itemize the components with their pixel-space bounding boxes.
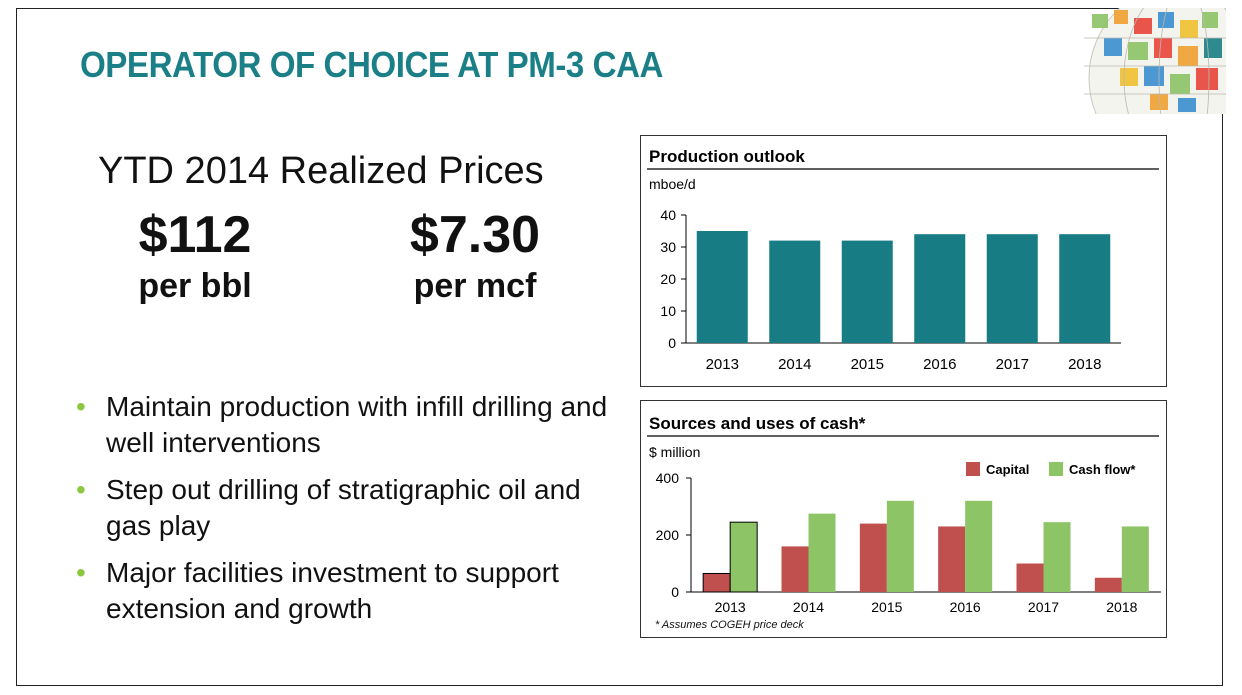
chart-title: Sources and uses of cash* [649, 414, 866, 433]
y-axis-label: $ million [649, 444, 700, 460]
y-tick-label: 0 [668, 335, 676, 351]
bullet-item: • Major facilities investment to support … [76, 555, 616, 627]
bullet-text: Step out drilling of stratigraphic oil a… [106, 474, 581, 541]
production-bar [986, 234, 1038, 343]
bullet-dot-icon: • [76, 474, 86, 505]
legend-cash-flow-swatch [1049, 462, 1063, 476]
cash-flow-bar [1121, 526, 1149, 592]
capital-bar [938, 526, 966, 592]
capital-bar [702, 572, 731, 593]
legend-label: Cash flow* [1069, 462, 1136, 477]
y-tick-label: 200 [656, 527, 680, 543]
bullet-list: • Maintain production with infill drillin… [76, 389, 616, 638]
x-tick-label: 2018 [1106, 599, 1137, 615]
cash-flow-bar [886, 500, 914, 592]
y-tick-label: 40 [660, 207, 676, 223]
y-tick-label: 10 [660, 303, 676, 319]
production-outlook-chart: Production outlook mboe/d 0 10 20 30 40 2013 201… [640, 135, 1167, 387]
production-bar [1059, 234, 1111, 343]
x-tick-label: 2013 [715, 599, 746, 615]
page-title: OPERATOR OF CHOICE AT PM-3 CAA [80, 44, 663, 85]
gas-price-block: $7.30 per mcf [385, 205, 565, 307]
x-tick-label: 2013 [706, 356, 739, 373]
bullet-dot-icon: • [76, 391, 86, 422]
gas-price-unit: per mcf [413, 267, 537, 305]
x-tick-label: 2014 [793, 599, 824, 615]
production-bar [841, 240, 893, 343]
bullet-text: Maintain production with infill drilling… [106, 391, 608, 458]
x-tick-label: 2016 [950, 599, 981, 615]
y-tick-label: 0 [671, 584, 679, 600]
oil-price-unit: per bbl [138, 267, 252, 305]
capital-bar [1094, 577, 1122, 592]
capital-bar [781, 546, 809, 592]
oil-price-value: $112 [138, 206, 252, 264]
chart-title: Production outlook [649, 147, 805, 166]
cash-chart-svg: Sources and uses of cash* $ million 0 200 40… [647, 414, 1161, 615]
chart-footnote: * Assumes COGEH price deck [655, 619, 804, 631]
cash-flow-bar [965, 500, 993, 592]
sources-uses-cash-chart: Sources and uses of cash* $ million 0 200 40… [640, 400, 1167, 638]
x-tick-label: 2014 [778, 356, 811, 373]
production-bar [769, 240, 821, 343]
legend-capital-swatch [966, 462, 980, 476]
cash-flow-bar [1043, 522, 1071, 592]
x-tick-label: 2017 [1028, 599, 1059, 615]
capital-bar [859, 523, 887, 592]
cash-flow-bar [729, 521, 758, 593]
bullet-dot-icon: • [76, 557, 86, 588]
cash-flow-bar [808, 513, 836, 592]
bullet-text: Major facilities investment to support e… [106, 557, 559, 624]
legend-label: Capital [986, 462, 1029, 477]
x-tick-label: 2015 [871, 599, 902, 615]
x-tick-label: 2015 [851, 356, 884, 373]
y-tick-label: 400 [656, 470, 680, 486]
y-tick-label: 20 [660, 271, 676, 287]
y-axis-label: mboe/d [649, 176, 696, 192]
production-bar [696, 231, 748, 343]
production-chart-svg: Production outlook mboe/d 0 10 20 30 40 2013 201… [647, 147, 1159, 373]
x-tick-label: 2018 [1068, 356, 1101, 373]
prices-heading: YTD 2014 Realized Prices [98, 150, 544, 192]
capital-bar [1016, 563, 1044, 592]
production-bar [914, 234, 966, 343]
x-tick-label: 2017 [996, 356, 1029, 373]
oil-price-block: $112 per bbl [110, 205, 280, 307]
globe-logo-image [1084, 8, 1226, 114]
gas-price-value: $7.30 [409, 206, 541, 264]
bullet-item: • Maintain production with infill drillin… [76, 389, 616, 461]
bullet-item: • Step out drilling of stratigraphic oil … [76, 472, 616, 544]
y-tick-label: 30 [660, 239, 676, 255]
x-tick-label: 2016 [923, 356, 956, 373]
